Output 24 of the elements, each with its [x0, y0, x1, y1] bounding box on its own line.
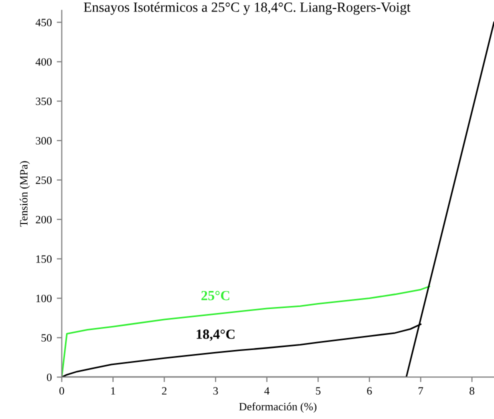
series-label: 25°C — [201, 290, 230, 300]
chart-title: Ensayos Isotérmicos a 25°C y 18,4°C. Liang-Rogers-Voigt — [84, 2, 411, 15]
x-tick-label: 0 — [59, 387, 64, 395]
y-tick-label: 400 — [36, 58, 52, 66]
x-tick-label: 8 — [470, 387, 474, 395]
x-tick-label: 1 — [111, 387, 116, 395]
y-tick-label: 150 — [36, 255, 52, 263]
x-tick-label: 6 — [367, 387, 372, 395]
x-tick-label: 5 — [316, 387, 320, 395]
y-tick-label: 350 — [36, 98, 52, 106]
y-tick-label: 0 — [46, 374, 52, 382]
y-tick-label: 250 — [36, 176, 52, 184]
y-tick-label: 450 — [36, 18, 52, 26]
x-tick-label: 4 — [264, 387, 270, 395]
x-tick-label: 7 — [418, 387, 424, 395]
x-axis-title: Deformación (%) — [239, 402, 316, 413]
y-tick-label: 200 — [36, 216, 52, 224]
series-label: 18,4°C — [196, 330, 234, 341]
y-axis-title: Tensión (MPa) — [20, 161, 30, 227]
x-tick-label: 3 — [213, 387, 218, 395]
y-tick-label: 100 — [36, 294, 52, 302]
x-tick-label: 2 — [162, 387, 166, 395]
y-tick-label: 300 — [36, 137, 52, 145]
y-tick-label: 50 — [42, 334, 52, 342]
